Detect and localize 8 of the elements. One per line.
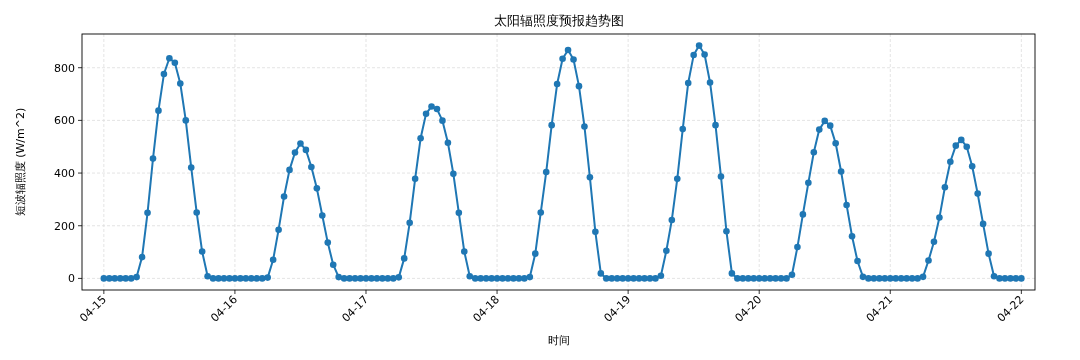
y-tick-label: 400 <box>54 167 75 181</box>
chart-title: 太阳辐照度预报趋势图 <box>493 13 624 28</box>
x-axis-title: 时间 <box>547 334 570 347</box>
y-tick-label: 600 <box>54 114 75 128</box>
y-axis-title: 短波辐照度 (W/m^2) <box>14 107 27 217</box>
y-tick-label: 200 <box>54 219 75 233</box>
y-tick-label: 0 <box>68 272 75 286</box>
y-tick-label: 800 <box>54 61 75 75</box>
